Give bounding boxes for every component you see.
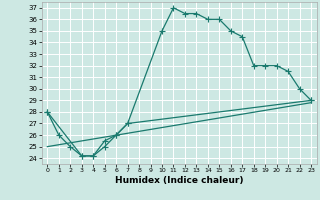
X-axis label: Humidex (Indice chaleur): Humidex (Indice chaleur) bbox=[115, 176, 244, 185]
